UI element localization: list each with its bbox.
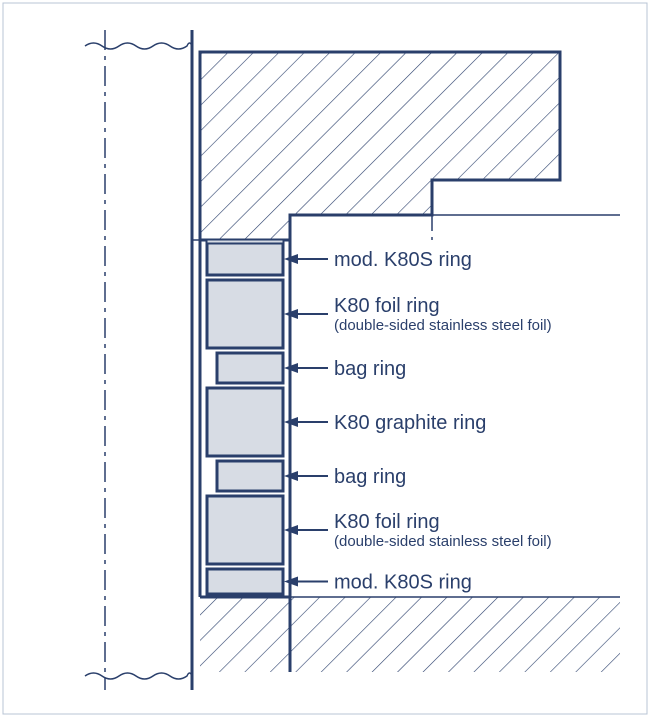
ring-label: K80 graphite ring bbox=[334, 412, 486, 434]
ring-label: mod. K80S ring bbox=[334, 572, 472, 594]
ring-label: K80 foil ring bbox=[334, 511, 440, 533]
ring-label: bag ring bbox=[334, 358, 406, 380]
diagram-svg: mod. K80S ringK80 foil ring(double-sided… bbox=[0, 0, 650, 717]
ring-label: mod. K80S ring bbox=[334, 249, 472, 271]
ring-sublabel: (double-sided stainless steel foil) bbox=[334, 533, 552, 550]
ring-sublabel: (double-sided stainless steel foil) bbox=[334, 317, 552, 334]
diagram-frame: mod. K80S ringK80 foil ring(double-sided… bbox=[0, 0, 650, 717]
ring-ring7: mod. K80S ring bbox=[207, 569, 472, 594]
ring-label: K80 foil ring bbox=[334, 295, 440, 317]
ring-label: bag ring bbox=[334, 466, 406, 488]
